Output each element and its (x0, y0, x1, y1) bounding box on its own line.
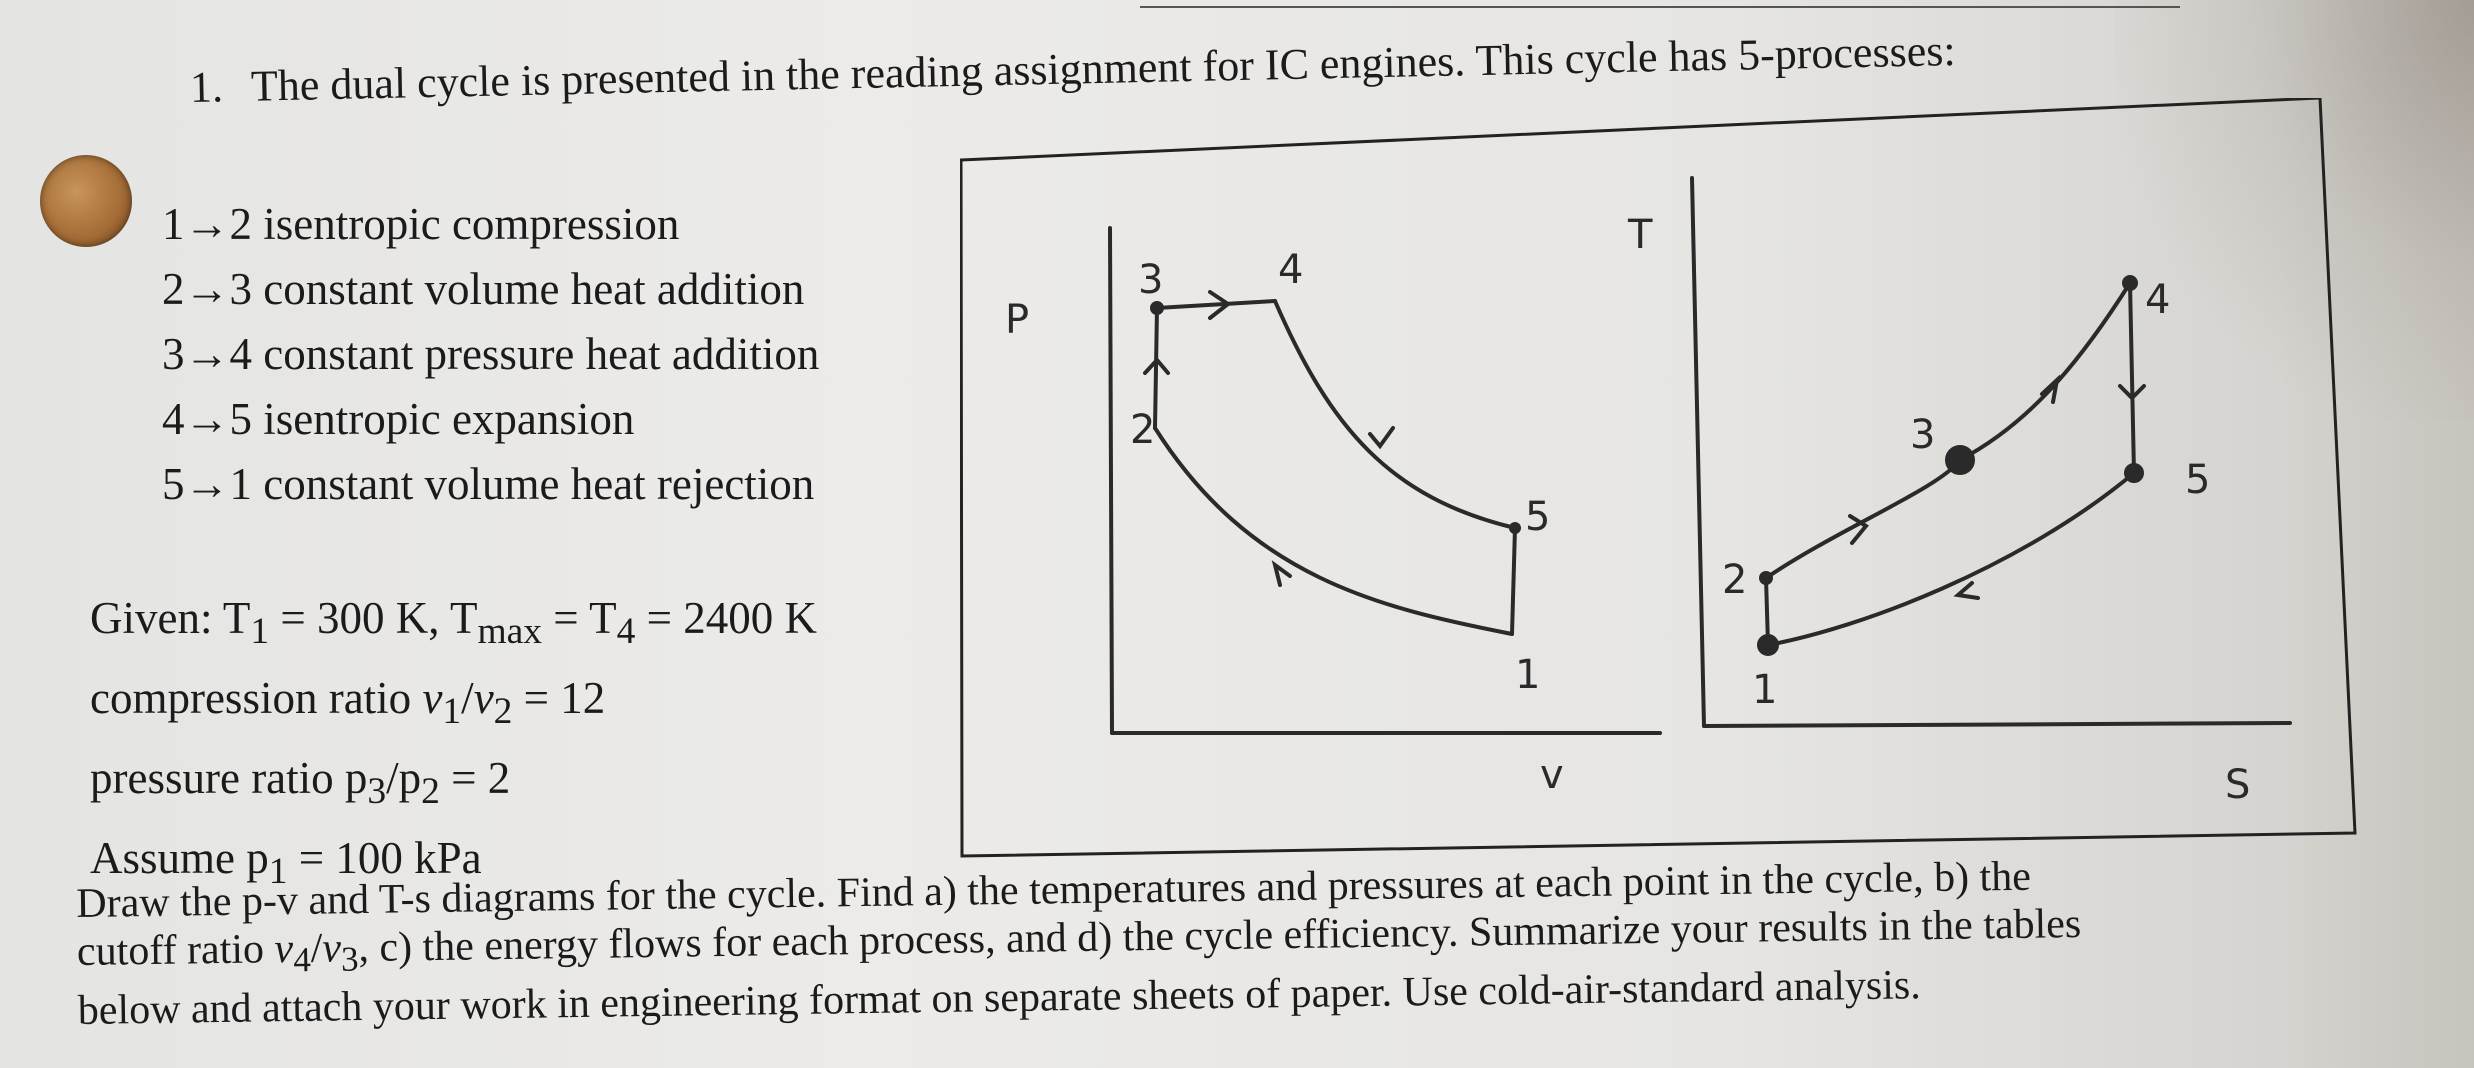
pv-point-label: 3 (1138, 257, 1163, 303)
pv-arrow-3-4 (1208, 290, 1232, 320)
pv-curve-4-5 (1273, 299, 1517, 530)
ts-point-4-dot (2122, 275, 2138, 291)
ts-arrow-4-5 (2118, 384, 2146, 401)
pv-axis-v-label: v (1540, 752, 1564, 798)
ts-point-label: 3 (1910, 412, 1935, 458)
process-item: 3→4 constant pressure heat addition (162, 329, 820, 379)
pv-point-label: 4 (1278, 247, 1303, 293)
pv-arrow-1-2 (1271, 560, 1292, 587)
ts-point-1-dot (1757, 634, 1779, 656)
pv-line-2-3 (1153, 306, 1159, 430)
ts-s-axis (1702, 721, 2292, 728)
ts-line-1-2 (1764, 576, 1770, 647)
pv-point-3-dot (1150, 301, 1164, 315)
ts-arrow-2-3 (1848, 514, 1869, 545)
ts-curve-5-1 (1766, 471, 2136, 647)
name-blank-line (1140, 6, 2180, 8)
ts-line-4-5 (2128, 281, 2136, 475)
given-pressure-ratio: pressure ratio p3/p2 = 2 (90, 753, 511, 812)
ts-t-axis (1690, 176, 1706, 728)
diagram-box: P v 1 2 3 4 5 T S 1 2 3 4 5 (960, 98, 2357, 858)
ts-curve-2-3 (1764, 458, 1962, 580)
process-item: 5→1 constant volume heat rejection (162, 459, 815, 509)
pv-arrow-2-3 (1143, 356, 1170, 375)
pv-arrow-4-5 (1368, 426, 1395, 450)
ts-arrow-3-4 (2040, 374, 2061, 404)
ts-axis-t-label: T (1627, 212, 1653, 258)
question-number: 1. (189, 62, 224, 112)
pv-point-label: 5 (1525, 494, 1550, 540)
pv-p-axis (1108, 226, 1114, 735)
ts-axis-s-label: S (2225, 762, 2250, 808)
pv-axis-p-label: P (1005, 297, 1029, 343)
given-compression-ratio: compression ratio v1/v2 = 12 (90, 673, 606, 732)
process-item: 1→2 isentropic compression (162, 199, 680, 249)
question-heading: 1. The dual cycle is presented in the rea… (189, 25, 1956, 113)
ts-point-label: 2 (1722, 557, 1747, 603)
pv-curve-1-2 (1153, 426, 1514, 636)
pv-point-label: 1 (1515, 652, 1540, 698)
pv-point-label: 2 (1130, 407, 1155, 453)
ts-point-2-dot (1759, 571, 1773, 585)
ts-point-label: 1 (1752, 667, 1777, 713)
given-block: Given: T1 = 300 K, Tmax = T4 = 2400 K co… (90, 585, 817, 905)
ts-curve-3-4 (1958, 281, 2132, 462)
ts-point-5-dot (2124, 463, 2144, 483)
given-temperatures: Given: T1 = 300 K, Tmax = T4 = 2400 K (90, 593, 817, 652)
diagram-border (960, 98, 2357, 858)
pv-line-5-1 (1510, 526, 1517, 636)
pv-point-5-dot (1509, 522, 1521, 534)
ts-point-label: 5 (2185, 457, 2210, 503)
page-shadow (2114, 0, 2474, 420)
ts-point-label: 4 (2145, 277, 2170, 323)
pv-diagram (1108, 226, 1662, 735)
question-text: The dual cycle is presented in the readi… (250, 26, 1957, 111)
process-item: 4→5 isentropic expansion (162, 394, 635, 444)
ts-point-3-dot (1945, 445, 1975, 475)
instructions: Draw the p-v and T-s diagrams for the cy… (76, 847, 2418, 1035)
ts-arrow-5-1 (1953, 581, 1980, 600)
binder-hole (40, 155, 132, 247)
given-pressure: Assume p1 = 100 kPa (90, 833, 482, 892)
ts-diagram (1690, 176, 2292, 728)
pv-line-3-4 (1155, 299, 1277, 310)
process-item: 2→3 constant volume heat addition (162, 264, 805, 314)
process-list: 1→2 isentropic compression 2→3 constant … (162, 192, 819, 517)
